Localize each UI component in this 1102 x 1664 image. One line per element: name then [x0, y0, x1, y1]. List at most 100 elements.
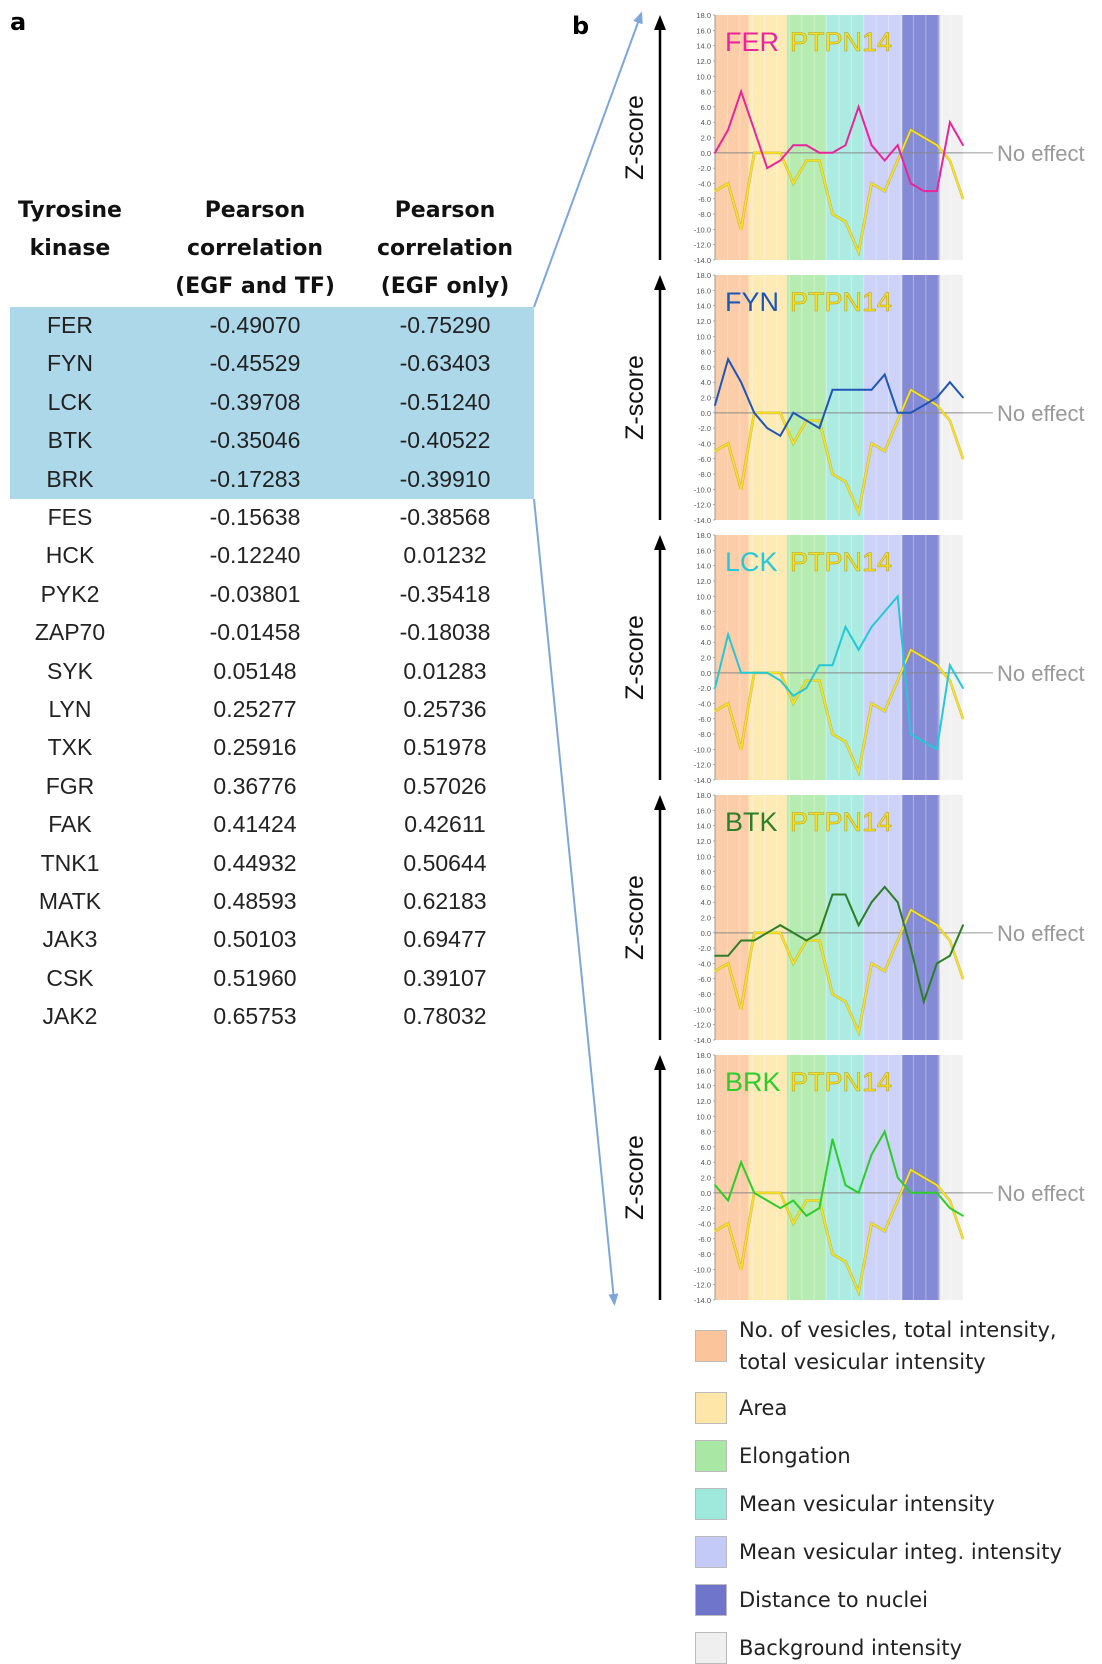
egf-tf-value-cell: -0.15638 [209, 504, 301, 530]
kinase-name-cell: LYN [48, 696, 92, 722]
ptpn14-series-point [753, 931, 756, 934]
ptpn14-series-point [792, 702, 795, 705]
panel-b-label: b [572, 12, 590, 40]
no-effect-label: No effect [997, 141, 1085, 166]
ptpn14-series-point [792, 442, 795, 445]
y-tick-label: -4.0 [698, 699, 711, 708]
legend-swatch [695, 1632, 727, 1664]
y-tick-label: 6.0 [701, 1143, 711, 1152]
ptpn14-series-point [831, 473, 834, 475]
brk-series-point [949, 1207, 951, 1210]
y-tick-label: 14.0 [696, 562, 711, 571]
fyn-series-point [935, 396, 938, 399]
fer-series-point [935, 190, 938, 192]
egf-tf-value-cell: 0.50103 [213, 926, 297, 953]
brk-series-point [805, 1214, 808, 1217]
ptpn14-series-point [714, 710, 716, 712]
y-tick-label: -2.0 [698, 1204, 711, 1213]
legend-swatch [695, 1488, 727, 1520]
egf-only-value-cell: 0.01283 [403, 657, 487, 684]
no-effect-label: No effect [997, 661, 1085, 686]
legend-label: Area [739, 1396, 788, 1420]
brk-series-point [727, 1199, 729, 1202]
chart-fyn: 18.0 16.0 14.0 12.0 10.0 8.0 6.0 4.0 2.0 0.0 -2.0 -… [621, 271, 1085, 525]
egf-tf-value-cell: 0.44932 [213, 849, 297, 876]
ptpn14-series-point [727, 702, 729, 705]
fer-series-point [740, 90, 743, 93]
y-tick-label: 4.0 [701, 1158, 711, 1167]
ptpn14-series-point [818, 679, 821, 682]
fer-series-point [766, 167, 769, 170]
ptpn14-series-point [870, 962, 873, 965]
category-band [825, 1055, 864, 1300]
y-tick-label: 16.0 [696, 1066, 711, 1075]
fer-series-point [922, 190, 925, 192]
brk-series-point [792, 1199, 795, 1202]
ptpn14-series-point [766, 1191, 769, 1194]
y-tick-label: -4.0 [698, 179, 711, 188]
legend-label: total vesicular intensity [739, 1350, 986, 1374]
zscore-axis-arrowhead [654, 1055, 666, 1070]
y-tick-label: -12.0 [694, 241, 711, 250]
ptpn14-series-point [857, 251, 860, 254]
brk-series-point [818, 1207, 821, 1210]
brk-series-point [896, 1176, 899, 1179]
y-tick-label: 0.0 [701, 669, 711, 678]
y-tick-label: 10.0 [696, 1112, 711, 1121]
ptpn14-series-point [740, 748, 743, 751]
y-tick-label: 18.0 [696, 11, 711, 20]
y-tick-label: 10.0 [696, 72, 711, 81]
fer-series-point [949, 121, 951, 124]
legend-label: No. of vesicles, total intensity, [739, 1318, 1057, 1342]
ptpn14-series-point [779, 1191, 782, 1194]
category-band [786, 1055, 826, 1300]
y-tick-label: -2.0 [698, 944, 711, 953]
egf-only-value-cell: -0.40522 [399, 427, 491, 454]
egf-only-value-cell: 0.50644 [403, 849, 487, 876]
egf-tf-value-cell: 0.25916 [213, 734, 297, 761]
kinase-name-cell: FGR [45, 772, 95, 799]
egf-only-value-cell: -0.18038 [399, 619, 491, 646]
ptpn14-series-point [805, 159, 808, 162]
fyn-series [714, 356, 964, 438]
fer-series-point [753, 128, 756, 131]
ptpn14-series-point [831, 1253, 834, 1255]
fer-series-point [883, 159, 886, 162]
category-band [786, 15, 826, 260]
y-tick-label: -10.0 [694, 485, 711, 494]
kinase-name-cell: CSK [46, 964, 94, 991]
ptpn14-series-point [857, 511, 860, 514]
btk-series-point [844, 893, 847, 896]
ptpn14-series-point [949, 159, 951, 162]
y-tick-label: -4.0 [698, 959, 711, 968]
ptpn14-series [714, 908, 964, 1036]
fyn-series-point [714, 404, 716, 407]
brk-series-point [870, 1153, 873, 1156]
kinase-name-cell: HCK [45, 542, 95, 569]
y-tick-label: -8.0 [698, 1250, 711, 1259]
btk-series-point [727, 954, 729, 957]
egf-tf-value-cell: -0.45529 [209, 350, 301, 377]
legend-swatch [695, 1392, 727, 1424]
category-band [748, 535, 787, 780]
ptpn14-series-point [909, 908, 912, 911]
ptpn14-series-point [740, 228, 743, 231]
y-tick-label: -8.0 [698, 210, 711, 219]
y-tick-label: 4.0 [701, 898, 711, 907]
egf-tf-value-cell: 0.41424 [213, 811, 297, 838]
header-egf-tf-line3: (EGF and TF) [175, 274, 335, 299]
ptpn14-series-point [779, 931, 782, 934]
egf-tf-value-cell: 0.65753 [213, 1003, 297, 1030]
ptpn14-series-point [962, 1237, 964, 1240]
y-tick-label: 14.0 [696, 302, 711, 311]
y-tick-label: 10.0 [696, 332, 711, 341]
legend-swatch [695, 1330, 727, 1362]
y-tick-label: 6.0 [701, 363, 711, 372]
y-tick-label: 8.0 [701, 608, 711, 617]
ptpn14-series-point [883, 970, 886, 972]
lck-series-point [831, 664, 834, 667]
btk-series-point [922, 1000, 925, 1003]
category-band [786, 535, 826, 780]
ptpn14-series-point [935, 664, 938, 667]
ptpn14-series-point [792, 962, 795, 965]
